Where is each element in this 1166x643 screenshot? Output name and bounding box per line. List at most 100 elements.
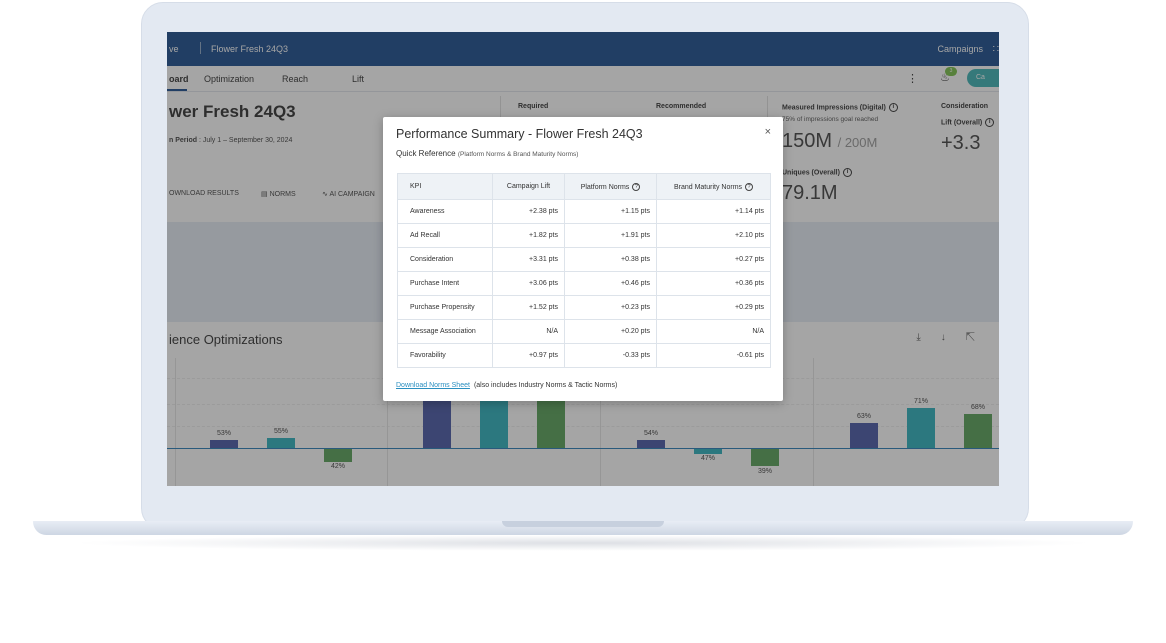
download-note: (also includes Industry Norms & Tactic N… <box>473 382 618 389</box>
help-button[interactable]: Ca <box>967 69 999 87</box>
table-row: Awareness +2.38 pts +1.15 pts +1.14 pts <box>397 199 771 224</box>
impressions-sub: 75% of impressions goal reached <box>782 116 879 123</box>
recommended-label: Recommended <box>656 103 707 110</box>
campaign-lift-cell: +1.82 pts <box>492 223 565 248</box>
table-row: Consideration +3.31 pts +0.38 pts +0.27 pts <box>397 247 771 272</box>
brand-norm-cell: +1.14 pts <box>656 199 771 224</box>
download-icon[interactable]: ⤓ <box>916 332 941 343</box>
download-norms-link[interactable]: Download Norms Sheet <box>396 382 470 389</box>
kpi-cell: Awareness <box>397 199 493 224</box>
consideration-sub: Lift (Overall) i <box>941 118 995 127</box>
kpi-cell: Purchase Intent <box>397 271 493 296</box>
chart-bar[interactable] <box>694 448 722 454</box>
ai-campaign-button[interactable]: ∿ AI CAMPAIGN <box>322 191 375 198</box>
chart-bar[interactable] <box>964 414 992 448</box>
kpi-cell: Consideration <box>397 247 493 272</box>
topbar-divider <box>200 42 201 54</box>
modal-subtitle: Quick Reference (Platform Norms & Brand … <box>396 149 578 158</box>
kpi-cell: Favorability <box>397 343 493 368</box>
norms-button[interactable]: ▤ NORMS <box>261 191 296 198</box>
campaign-lift-cell: +2.38 pts <box>492 199 565 224</box>
expand-icon[interactable]: ⇱ <box>965 332 995 343</box>
brand-norm-cell: +0.36 pts <box>656 271 771 296</box>
campaigns-link[interactable]: Campaigns <box>937 44 983 54</box>
tab-optimization[interactable]: Optimization <box>204 74 255 84</box>
subtitle-note: (Platform Norms & Brand Maturity Norms) <box>457 151 579 158</box>
info-icon[interactable]: i <box>888 103 898 112</box>
chart-bar[interactable] <box>423 398 451 448</box>
help-icon[interactable]: ? <box>632 182 641 191</box>
notification-badge: 3 <box>945 67 957 76</box>
gridline <box>167 404 999 405</box>
modal-footer: Download Norms Sheet (also includes Indus… <box>396 382 617 389</box>
table-row: Message Association N/A +0.20 pts N/A <box>397 319 771 344</box>
laptop-shadow <box>70 535 1096 551</box>
campaign-lift-cell: +1.52 pts <box>492 295 565 320</box>
uniques-label-text: Uniques (Overall) <box>782 169 840 177</box>
chart-bar[interactable] <box>907 408 935 448</box>
table-row: Purchase Propensity +1.52 pts +0.23 pts +0.… <box>397 295 771 320</box>
optimization-chart: 53% 55% 42% 54% 47% 39% 63% 71% 68% <box>167 358 999 486</box>
gridline <box>167 426 999 427</box>
more-options-icon[interactable]: ⋮ <box>907 73 918 85</box>
active-tab-indicator <box>167 89 187 91</box>
campaign-period: n Period : July 1 – September 30, 2024 <box>169 137 292 144</box>
chart-axis <box>175 358 176 486</box>
close-icon[interactable]: × <box>764 126 771 138</box>
required-label: Required <box>518 103 549 110</box>
subtitle-text: Quick Reference <box>396 149 456 158</box>
help-icon[interactable]: ? <box>745 182 754 191</box>
chart-bar[interactable] <box>637 440 665 448</box>
bar-label: 53% <box>216 430 231 437</box>
info-icon[interactable]: i <box>985 118 995 127</box>
apps-grid-icon[interactable]: ∷ <box>992 44 999 55</box>
arrow-down-icon[interactable]: ↓ <box>940 332 966 343</box>
norms-label: NORMS <box>269 191 296 198</box>
chart-bar[interactable] <box>751 448 779 466</box>
column-header-kpi: KPI <box>397 173 493 200</box>
platform-norm-cell: +1.15 pts <box>564 199 657 224</box>
norms-table: KPI Campaign Lift Platform Norms? Brand … <box>397 173 771 368</box>
laptop-base <box>33 521 1133 535</box>
uniques-label: Uniques (Overall) i <box>782 168 852 177</box>
topbar-campaign-title[interactable]: Flower Fresh 24Q3 <box>211 44 289 54</box>
bell-icon[interactable]: ♨ <box>940 72 950 84</box>
info-icon[interactable]: i <box>842 168 852 177</box>
chart-bar[interactable] <box>324 448 352 462</box>
bar-label: 47% <box>700 455 715 462</box>
download-results-button[interactable]: OWNLOAD RESULTS <box>169 190 239 197</box>
modal-title: Performance Summary - Flower Fresh 24Q3 <box>396 127 643 141</box>
section-toolbar: ⤓↓⇱ <box>916 332 995 343</box>
table-row: Ad Recall +1.82 pts +1.91 pts +2.10 pts <box>397 223 771 248</box>
kpi-cell: Ad Recall <box>397 223 493 248</box>
consideration-sub-text: Lift (Overall) <box>941 119 983 127</box>
bar-label: 54% <box>643 430 658 437</box>
impressions-number: 150M <box>782 130 833 152</box>
tab-lift[interactable]: Lift <box>352 74 365 84</box>
bar-label: 71% <box>913 398 928 405</box>
platform-norm-cell: +1.91 pts <box>564 223 657 248</box>
chart-bar[interactable] <box>850 423 878 448</box>
tab-dashboard[interactable]: oard <box>169 74 189 84</box>
kpi-cell: Purchase Propensity <box>397 295 493 320</box>
main-tabs: oard Optimization Reach Lift ⋮ ♨ 3 Ca <box>167 66 999 92</box>
impressions-value: 150M / 200M <box>782 130 877 153</box>
impressions-label: Measured Impressions (Digital) i <box>782 103 898 112</box>
uniques-value: 79.1M <box>782 182 838 204</box>
chart-bar[interactable] <box>480 394 508 448</box>
platform-norms-text: Platform Norms <box>580 183 630 191</box>
chart-bar[interactable] <box>267 438 295 448</box>
app-brand[interactable]: ve <box>169 44 179 54</box>
brand-maturity-text: Brand Maturity Norms <box>673 183 743 191</box>
brand-norm-cell: +0.29 pts <box>656 295 771 320</box>
tab-reach[interactable]: Reach <box>282 74 309 84</box>
table-header-row: KPI Campaign Lift Platform Norms? Brand … <box>397 173 771 200</box>
chart-bar[interactable] <box>210 440 238 448</box>
consideration-label: Consideration <box>941 103 989 110</box>
kpi-cell: Message Association <box>397 319 493 344</box>
chart-bar[interactable] <box>537 396 565 448</box>
consideration-value: +3.3 <box>941 132 981 154</box>
brand-norm-cell: +2.10 pts <box>656 223 771 248</box>
impressions-goal: / 200M <box>837 135 878 150</box>
platform-norm-cell: +0.46 pts <box>564 271 657 296</box>
